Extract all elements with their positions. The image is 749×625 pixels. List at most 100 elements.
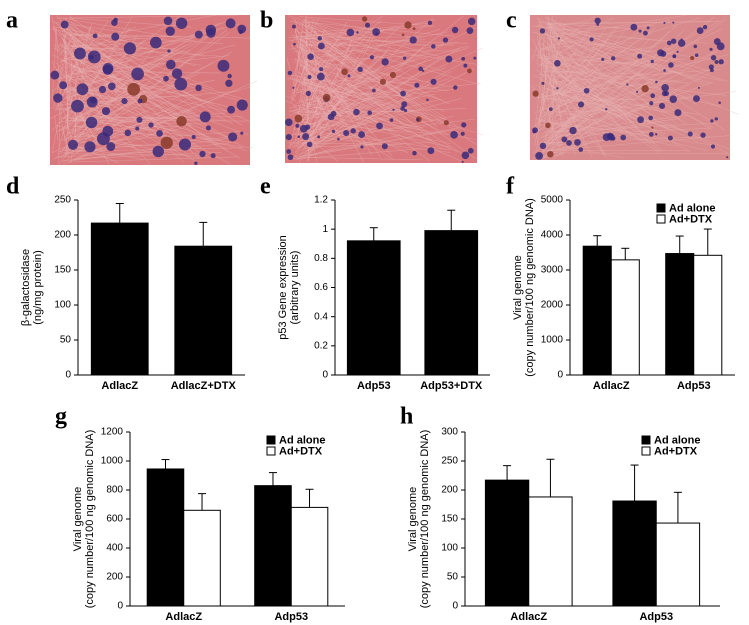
stained-cell xyxy=(376,122,383,130)
panel-label: h xyxy=(400,404,413,430)
stained-cell xyxy=(175,17,188,29)
stained-cell xyxy=(535,151,544,160)
stained-cell xyxy=(361,16,368,22)
tissue-fiber xyxy=(52,27,59,36)
tissue-fiber xyxy=(305,36,450,105)
stained-cell xyxy=(152,145,164,158)
tissue-fiber xyxy=(56,14,239,19)
stained-cell xyxy=(556,87,559,90)
stained-cell xyxy=(677,39,686,47)
stained-cell xyxy=(113,17,118,22)
y-tick-label: 1000 xyxy=(101,456,124,467)
tissue-fiber xyxy=(53,47,112,74)
tissue-fiber xyxy=(74,152,222,160)
tissue-fiber xyxy=(51,15,60,51)
y-tick-label: 250 xyxy=(441,456,458,467)
panel-label: a xyxy=(6,8,18,34)
tissue-fiber xyxy=(68,14,216,43)
tissue-fiber xyxy=(303,98,408,150)
tissue-fiber xyxy=(57,63,63,86)
stained-cell xyxy=(611,56,616,61)
tissue-fiber xyxy=(302,88,459,106)
stained-cell xyxy=(98,85,107,94)
stained-cell xyxy=(307,74,312,80)
stained-cell xyxy=(225,79,233,87)
stained-cell xyxy=(460,131,465,136)
bar xyxy=(346,240,401,376)
stained-cell xyxy=(381,58,389,66)
tissue-fiber xyxy=(74,32,214,90)
tissue-fiber xyxy=(537,28,655,113)
x-tick-label: AdlacZ xyxy=(101,380,138,392)
y-tick-label: 3000 xyxy=(541,265,564,276)
tissue-fiber xyxy=(306,38,469,44)
stained-cell xyxy=(195,84,202,92)
stained-cell xyxy=(401,33,405,37)
legend-label: Ad alone xyxy=(279,434,325,446)
stained-cell xyxy=(400,106,405,111)
tissue-fiber xyxy=(293,44,428,121)
x-tick-label: AdlacZ xyxy=(593,380,630,392)
legend-label: Ad+DTX xyxy=(669,213,713,225)
tissue-fiber xyxy=(292,18,443,150)
stained-cell xyxy=(102,62,114,74)
y-tick-label: 250 xyxy=(54,195,71,206)
tissue-fiber xyxy=(67,44,144,129)
stained-cell xyxy=(672,54,676,58)
stained-cell xyxy=(85,116,98,129)
stained-cell xyxy=(409,36,417,44)
legend-swatch xyxy=(641,435,651,445)
y-tick-label: 200 xyxy=(54,230,71,241)
stained-cell xyxy=(286,149,292,154)
tissue-fiber xyxy=(549,79,667,114)
y-tick-label: 0.8 xyxy=(314,253,328,264)
tissue-fiber xyxy=(296,20,428,115)
stained-cell xyxy=(101,107,111,116)
tissue-fiber xyxy=(51,27,57,102)
stained-cell xyxy=(150,36,162,49)
panel-label: b xyxy=(260,8,273,34)
tissue-fiber xyxy=(548,19,670,47)
tissue-fiber xyxy=(536,63,722,107)
bar xyxy=(90,222,149,376)
x-tick-label: Adp53+DTX xyxy=(420,380,483,392)
y-axis-label: β-galactosidase xyxy=(20,249,32,326)
stained-cell xyxy=(646,26,650,30)
stained-cell xyxy=(473,56,477,60)
stained-cell xyxy=(557,37,561,40)
tissue-fiber xyxy=(548,51,715,131)
stained-cell xyxy=(602,133,611,142)
x-tick-label: AdlacZ xyxy=(510,611,547,623)
tissue-fiber xyxy=(543,28,722,114)
stained-cell xyxy=(697,86,700,89)
stained-cell xyxy=(461,56,466,61)
stained-cell xyxy=(372,88,376,93)
stained-cell xyxy=(199,111,211,123)
x-tick-label: Adp53 xyxy=(639,611,673,623)
tissue-fiber xyxy=(68,66,249,136)
stained-cell xyxy=(294,114,303,123)
tissue-fiber xyxy=(549,15,686,38)
tissue-fiber xyxy=(531,30,545,61)
tissue-fiber xyxy=(534,54,655,67)
stained-cell xyxy=(418,66,423,72)
tissue-fiber xyxy=(62,51,233,150)
stained-cell xyxy=(667,135,673,141)
y-tick-label: 0.2 xyxy=(314,340,328,351)
stained-cell xyxy=(350,128,356,134)
tissue-fiber xyxy=(58,23,93,150)
stained-cell xyxy=(367,110,372,116)
tissue-fiber xyxy=(548,31,616,62)
tissue-fiber xyxy=(552,152,729,155)
stained-cell xyxy=(421,69,425,72)
y-tick-label: 100 xyxy=(54,300,71,311)
tissue-fiber xyxy=(72,119,247,122)
y-tick-label: 300 xyxy=(441,427,458,438)
tissue-fiber xyxy=(543,55,568,143)
tissue-fiber xyxy=(545,37,739,115)
stained-cell xyxy=(304,124,311,130)
tissue-fiber xyxy=(542,135,732,152)
stained-cell xyxy=(210,153,216,159)
stained-cell xyxy=(666,40,672,46)
stained-cell xyxy=(545,122,551,129)
